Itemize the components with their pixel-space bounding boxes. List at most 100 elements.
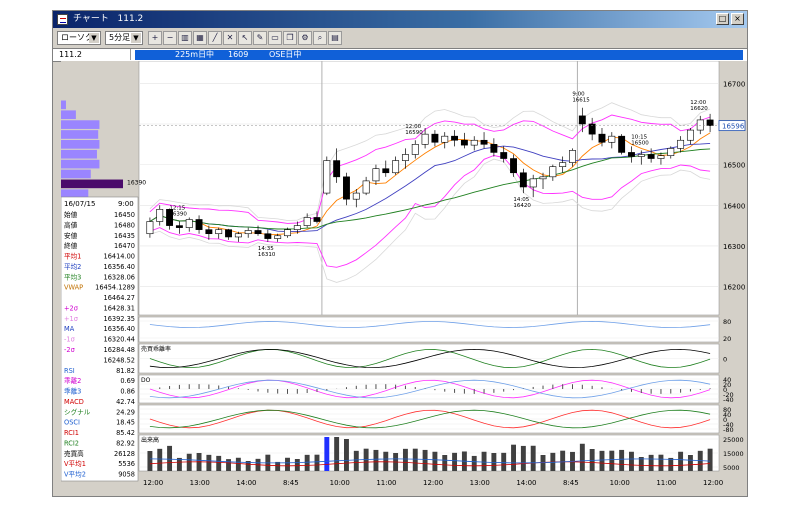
data-window-label: VWAP xyxy=(64,284,83,292)
data-window-label: 始値 xyxy=(64,210,78,219)
cross-icon[interactable]: ✕ xyxy=(223,31,237,45)
title-bar[interactable]: チャート 111.2 □ × xyxy=(53,11,747,28)
close-button[interactable]: × xyxy=(731,13,744,25)
volume-bar xyxy=(285,457,290,471)
volume-profile-bar xyxy=(61,130,99,139)
data-window-label: V平均1 xyxy=(64,459,86,468)
volume-profile-bar xyxy=(61,179,123,189)
candle xyxy=(480,139,488,145)
candle xyxy=(519,172,527,188)
candle xyxy=(401,154,409,161)
data-window-panel xyxy=(61,196,139,482)
bollinger-lower xyxy=(149,155,711,268)
panel-tick-label: -40 xyxy=(723,396,734,404)
volume-bar xyxy=(226,459,231,471)
panel-title: 売買乖離率 xyxy=(141,345,171,353)
data-window-label: RCI1 xyxy=(64,429,79,437)
ruler-icon[interactable]: ▭ xyxy=(268,31,282,45)
data-window-value: 16284.48 xyxy=(104,346,135,354)
volume-bar xyxy=(294,459,300,471)
chart-canvas[interactable]: 16700166001650016400163001620012:1516390… xyxy=(61,61,747,489)
candle xyxy=(460,139,468,146)
arrow-icon[interactable]: ↖ xyxy=(238,31,252,45)
data-window-label: 売買高 xyxy=(64,449,84,458)
macd-series-2 xyxy=(149,409,711,429)
time-axis-label: 12:00 xyxy=(423,479,443,487)
candle xyxy=(569,150,576,163)
annotation-time: 14:35 xyxy=(258,246,274,252)
candle xyxy=(490,144,498,153)
candle xyxy=(175,225,183,228)
timeframe-select[interactable]: 5分足 ▼ xyxy=(105,31,143,45)
trend-line-icon[interactable]: ╱ xyxy=(208,31,222,45)
annotation-price: 16500 xyxy=(631,140,649,146)
candle xyxy=(254,230,262,235)
data-window-value: 16248.52 xyxy=(104,356,135,364)
candle xyxy=(441,135,449,143)
zoom-in-icon[interactable]: + xyxy=(148,31,162,45)
candle xyxy=(323,160,331,194)
magnify-icon[interactable]: ⌕ xyxy=(313,31,327,45)
price-tick-label: 16700 xyxy=(723,80,745,88)
candle xyxy=(215,229,223,235)
data-window-value: 85.42 xyxy=(116,429,135,437)
data-window-value: 16356.40 xyxy=(104,263,135,271)
price-tick-label: 16200 xyxy=(723,284,745,292)
data-window-label: 平均1 xyxy=(64,252,81,261)
volume-bar xyxy=(629,451,634,471)
bollinger-lower-outer xyxy=(149,158,711,283)
data-window-value: 24.29 xyxy=(116,408,135,416)
candle xyxy=(608,135,616,143)
data-window-value: 9058 xyxy=(118,471,135,479)
time-axis-label: 12:00 xyxy=(143,479,163,487)
pen-icon[interactable]: ✎ xyxy=(253,31,267,45)
volume-bar xyxy=(432,451,438,471)
profile-price-label: 16390 xyxy=(127,180,146,187)
volume-profile-bar xyxy=(61,110,76,120)
panel-title: DO xyxy=(141,377,151,384)
annotation-price: 16390 xyxy=(169,212,187,218)
price-tick-label: 16400 xyxy=(723,202,745,210)
data-window-time: 9:00 xyxy=(118,200,134,208)
restore-button[interactable]: □ xyxy=(716,13,729,25)
copy-icon[interactable]: ❐ xyxy=(283,31,297,45)
volume-bar xyxy=(304,454,310,471)
bollinger-upper xyxy=(149,114,711,224)
panel-tick-label: 25000 xyxy=(723,436,744,444)
candle xyxy=(470,139,478,146)
volume-bar xyxy=(275,461,281,471)
volume-profile-bar xyxy=(61,140,100,149)
annotation-price: 16310 xyxy=(258,252,276,258)
volume-profile-bar xyxy=(61,159,100,169)
candle xyxy=(185,219,193,228)
data-window-value: 82.92 xyxy=(116,439,135,447)
volume-bar xyxy=(668,457,674,471)
time-axis-label: 11:00 xyxy=(376,479,396,487)
data-window-value: 16428.31 xyxy=(104,304,135,312)
gear-icon[interactable]: ⚙ xyxy=(298,31,312,45)
candle xyxy=(510,158,517,174)
volume-bar xyxy=(638,457,644,471)
trend-series-1 xyxy=(149,348,711,369)
candle xyxy=(686,129,694,141)
table-icon[interactable]: ▦ xyxy=(193,31,207,45)
volume-bar xyxy=(344,439,349,471)
volume-profile-bar xyxy=(61,169,91,179)
candle xyxy=(372,168,380,182)
market-label: 225m日中 xyxy=(175,50,215,59)
chart-type-select[interactable]: ローソク ▼ xyxy=(57,31,101,45)
zoom-out-icon[interactable]: − xyxy=(163,31,177,45)
instrument-banner: 225m日中 1609 OSE日中 xyxy=(135,50,743,60)
volume-average-2 xyxy=(149,458,711,464)
bar-chart-icon[interactable]: ▥ xyxy=(178,31,192,45)
volume-bar xyxy=(658,454,664,471)
data-window-value: 16320.44 xyxy=(104,336,135,344)
volume-bar xyxy=(589,449,595,471)
data-window-label: シグナル xyxy=(64,407,91,416)
print-icon[interactable]: ▤ xyxy=(328,31,342,45)
data-window-label: 高値 xyxy=(64,220,78,229)
annotation-time: 10:15 xyxy=(631,134,647,140)
panel-tick-label: 15000 xyxy=(723,450,744,458)
volume-bar xyxy=(678,451,684,471)
contract-code: 1609 xyxy=(228,50,249,59)
